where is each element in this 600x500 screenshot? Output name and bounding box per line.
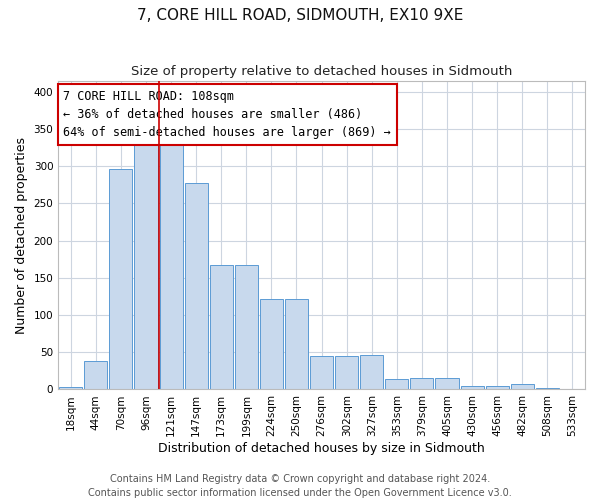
Text: 7, CORE HILL ROAD, SIDMOUTH, EX10 9XE: 7, CORE HILL ROAD, SIDMOUTH, EX10 9XE — [137, 8, 463, 22]
Bar — [511, 384, 534, 390]
Text: 7 CORE HILL ROAD: 108sqm
← 36% of detached houses are smaller (486)
64% of semi-: 7 CORE HILL ROAD: 108sqm ← 36% of detach… — [64, 90, 391, 139]
Bar — [185, 182, 208, 390]
Bar — [461, 386, 484, 390]
Bar — [335, 356, 358, 390]
Bar — [561, 388, 584, 390]
Bar — [59, 387, 82, 390]
Bar — [109, 169, 133, 390]
Bar — [84, 361, 107, 390]
Bar — [536, 388, 559, 390]
Bar — [410, 378, 433, 390]
Y-axis label: Number of detached properties: Number of detached properties — [15, 136, 28, 334]
Bar — [134, 146, 158, 390]
Bar — [209, 265, 233, 390]
Bar — [360, 355, 383, 390]
Bar — [310, 356, 333, 390]
Bar — [160, 146, 182, 390]
Bar — [436, 378, 458, 390]
Bar — [285, 300, 308, 390]
Title: Size of property relative to detached houses in Sidmouth: Size of property relative to detached ho… — [131, 65, 512, 78]
Text: Contains HM Land Registry data © Crown copyright and database right 2024.
Contai: Contains HM Land Registry data © Crown c… — [88, 474, 512, 498]
Bar — [260, 300, 283, 390]
Bar — [235, 265, 258, 390]
X-axis label: Distribution of detached houses by size in Sidmouth: Distribution of detached houses by size … — [158, 442, 485, 455]
Bar — [385, 379, 409, 390]
Bar — [485, 386, 509, 390]
